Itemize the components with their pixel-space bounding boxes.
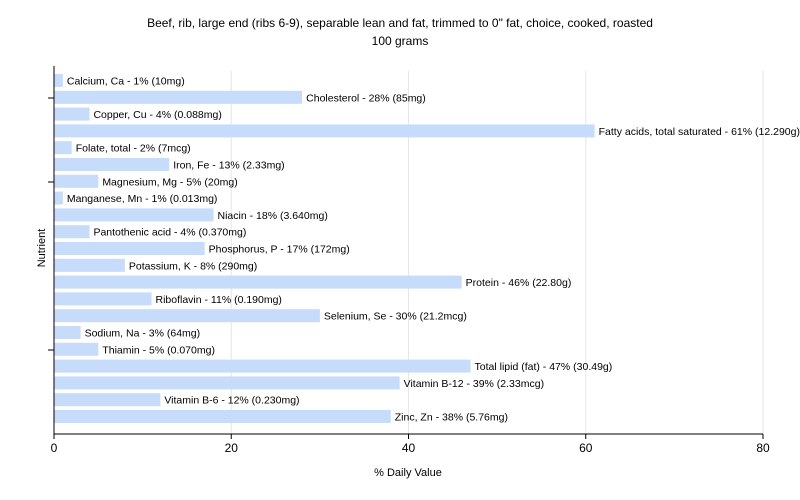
x-tick-label: 80	[756, 441, 770, 455]
bar-label: Phosphorus, P - 17% (172mg)	[209, 244, 350, 256]
bar	[54, 359, 471, 373]
bar-label: Potassium, K - 8% (290mg)	[129, 260, 257, 272]
bar-label: Vitamin B-6 - 12% (0.230mg)	[164, 395, 299, 407]
chart-title: Beef, rib, large end (ribs 6-9), separab…	[147, 16, 653, 30]
bar-label: Iron, Fe - 13% (2.33mg)	[173, 160, 284, 172]
bar-label: Zinc, Zn - 38% (5.76mg)	[395, 412, 508, 424]
bar	[54, 74, 63, 87]
bar-label: Manganese, Mn - 1% (0.013mg)	[67, 193, 218, 205]
x-tick-label: 40	[402, 441, 416, 455]
bar-label: Pantothenic acid - 4% (0.370mg)	[93, 227, 246, 239]
chart-subtitle: 100 grams	[372, 34, 429, 48]
bar-label: Vitamin B-12 - 39% (2.33mcg)	[404, 378, 544, 390]
bar	[54, 107, 90, 121]
bar-label: Copper, Cu - 4% (0.088mg)	[93, 109, 221, 121]
axes: 0 20 40 60 80	[48, 66, 770, 455]
bar	[54, 141, 72, 155]
bar-label: Cholesterol - 28% (85mg)	[306, 92, 426, 104]
bars: Calcium, Ca - 1% (10mg) Cholesterol - 28%…	[54, 74, 800, 424]
bar-label: Thiamin - 5% (0.070mg)	[102, 344, 215, 356]
bar-label: Fatty acids, total saturated - 61% (12.2…	[599, 126, 800, 138]
bar	[54, 158, 170, 171]
bar-label: Folate, total - 2% (7mcg)	[76, 143, 191, 155]
x-tick-label: 60	[579, 441, 593, 455]
bar-label: Riboflavin - 11% (0.190mg)	[155, 294, 281, 306]
bar-label: Niacin - 18% (3.640mg)	[218, 210, 328, 222]
x-tick-label: 0	[51, 441, 58, 455]
bar	[54, 191, 63, 205]
bar	[54, 124, 595, 138]
bar	[54, 309, 320, 323]
bar	[54, 326, 81, 339]
bar	[54, 342, 99, 356]
bar	[54, 410, 391, 423]
bar	[54, 393, 161, 407]
bar	[54, 258, 125, 272]
bar	[54, 208, 214, 222]
bar-label: Sodium, Na - 3% (64mg)	[85, 328, 201, 340]
bar	[54, 174, 99, 188]
bar	[54, 376, 400, 390]
bar-label: Protein - 46% (22.80g)	[466, 277, 572, 289]
bar	[54, 242, 205, 255]
x-tick-label: 20	[225, 441, 239, 455]
bar	[54, 292, 152, 306]
bar-label: Magnesium, Mg - 5% (20mg)	[102, 176, 237, 188]
y-axis-title: Nutrient	[36, 229, 48, 268]
bar	[54, 90, 303, 104]
bar	[54, 225, 90, 239]
bar-label: Calcium, Ca - 1% (10mg)	[67, 76, 185, 88]
x-axis-title: % Daily Value	[374, 467, 442, 479]
bar-label: Total lipid (fat) - 47% (30.49g)	[475, 361, 613, 373]
bar	[54, 275, 462, 289]
bar-label: Selenium, Se - 30% (21.2mcg)	[324, 311, 467, 323]
